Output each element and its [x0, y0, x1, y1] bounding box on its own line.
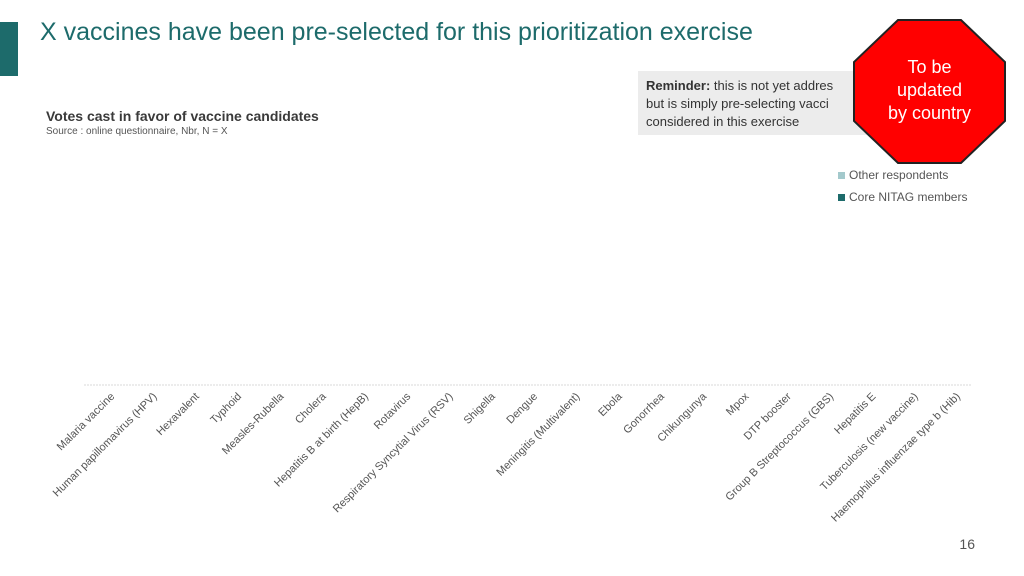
stop-sign-stamp: [853, 19, 1006, 164]
slide-title: X vaccines have been pre-selected for th…: [40, 18, 753, 46]
page-number: 16: [959, 536, 975, 552]
stamp-line-3: by country: [887, 103, 972, 123]
reminder-text-3: considered in this exercise: [646, 114, 800, 129]
x-tick-label: Typhoid: [208, 391, 244, 427]
legend-swatch-core: [838, 193, 845, 201]
x-tick-label: Rotavirus: [372, 390, 414, 432]
x-tick-label: Ebola: [596, 390, 625, 419]
x-tick-label: Mpox: [724, 390, 752, 418]
legend-swatch-other: [838, 171, 845, 179]
reminder-line-1: Reminder: this is not yet addres: [646, 77, 870, 95]
x-tick-label: Shigella: [462, 390, 499, 427]
chart-title: Votes cast in favor of vaccine candidate…: [46, 108, 319, 124]
legend-item-core: Core NITAG members: [838, 186, 967, 208]
title-accent-bar: [0, 22, 18, 76]
legend-item-other: Other respondents: [838, 164, 967, 186]
x-tick-label: Hexavalent: [154, 391, 201, 438]
stamp-line-1: To be: [907, 57, 952, 77]
legend-label-other: Other respondents: [849, 168, 949, 182]
legend-label-core: Core NITAG members: [849, 190, 968, 204]
x-tick-label: Meningitis (Multivalent): [494, 391, 582, 479]
reminder-text-2: but is simply pre-selecting vacci: [646, 96, 829, 111]
x-tick-label: Hepatitis E: [832, 391, 878, 437]
reminder-label: Reminder:: [646, 78, 711, 93]
chart-legend: Other respondents Core NITAG members: [838, 164, 967, 208]
x-tick-label: Cholera: [293, 390, 329, 426]
stamp-text: To be updated by country: [853, 56, 1006, 125]
reminder-text-1: this is not yet addres: [713, 78, 834, 93]
stamp-line-2: updated: [896, 80, 963, 100]
x-tick-label: Gonorrhea: [621, 390, 667, 436]
reminder-box: Reminder: this is not yet addres but is …: [638, 71, 878, 135]
chart-subtitle: Source : online questionnaire, Nbr, N = …: [46, 126, 228, 137]
x-tick-label: Dengue: [504, 391, 540, 427]
